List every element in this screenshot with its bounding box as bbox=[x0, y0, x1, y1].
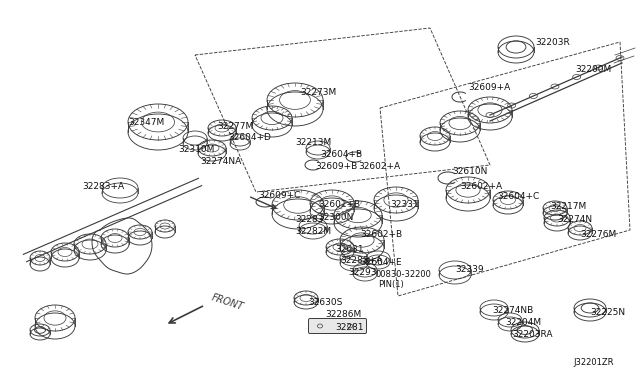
Text: 32217M: 32217M bbox=[550, 202, 586, 211]
Text: PIN(1): PIN(1) bbox=[378, 280, 404, 289]
Text: 32277M: 32277M bbox=[217, 122, 253, 131]
Text: 32286M: 32286M bbox=[325, 310, 361, 319]
Text: 32213M: 32213M bbox=[295, 138, 332, 147]
Text: 32274NA: 32274NA bbox=[200, 157, 241, 166]
Text: 32331: 32331 bbox=[390, 200, 419, 209]
Text: 32604+B: 32604+B bbox=[320, 150, 362, 159]
Text: 32609+B: 32609+B bbox=[315, 162, 357, 171]
Text: 32631: 32631 bbox=[335, 245, 364, 254]
Text: 32602+B: 32602+B bbox=[318, 200, 360, 209]
Text: 32274N: 32274N bbox=[557, 215, 592, 224]
Text: 32225N: 32225N bbox=[590, 308, 625, 317]
Text: 32602+A: 32602+A bbox=[358, 162, 400, 171]
Text: 32274NB: 32274NB bbox=[492, 306, 533, 315]
Text: 32293: 32293 bbox=[348, 268, 376, 277]
Text: 32609+C: 32609+C bbox=[258, 191, 300, 200]
Text: 32281: 32281 bbox=[335, 323, 364, 332]
Text: 32347M: 32347M bbox=[128, 118, 164, 127]
Text: J32201ZR: J32201ZR bbox=[573, 358, 614, 367]
Text: 32203RA: 32203RA bbox=[512, 330, 552, 339]
Text: 32604+D: 32604+D bbox=[228, 133, 271, 142]
Text: 32300N: 32300N bbox=[318, 213, 353, 222]
Text: 00830-32200: 00830-32200 bbox=[375, 270, 431, 279]
FancyBboxPatch shape bbox=[308, 318, 367, 334]
Text: 32204M: 32204M bbox=[505, 318, 541, 327]
Text: 32203R: 32203R bbox=[535, 38, 570, 47]
Text: 32282M: 32282M bbox=[295, 227, 331, 236]
Text: 32273M: 32273M bbox=[300, 88, 336, 97]
Text: 32200M: 32200M bbox=[575, 65, 611, 74]
Text: 32283+A: 32283+A bbox=[340, 256, 382, 265]
Text: 32630S: 32630S bbox=[308, 298, 342, 307]
Text: 32339: 32339 bbox=[455, 265, 484, 274]
Text: FRONT: FRONT bbox=[210, 292, 244, 312]
Text: 32609+A: 32609+A bbox=[468, 83, 510, 92]
Text: 32604+C: 32604+C bbox=[497, 192, 540, 201]
Text: 32276M: 32276M bbox=[580, 230, 616, 239]
Text: 32602+A: 32602+A bbox=[460, 182, 502, 191]
Text: 32310M: 32310M bbox=[178, 145, 214, 154]
Text: 32610N: 32610N bbox=[452, 167, 488, 176]
Text: 32604+E: 32604+E bbox=[360, 258, 402, 267]
Text: 32602+B: 32602+B bbox=[360, 230, 402, 239]
Text: 32283: 32283 bbox=[295, 215, 323, 224]
Text: 32283+A: 32283+A bbox=[82, 182, 124, 191]
